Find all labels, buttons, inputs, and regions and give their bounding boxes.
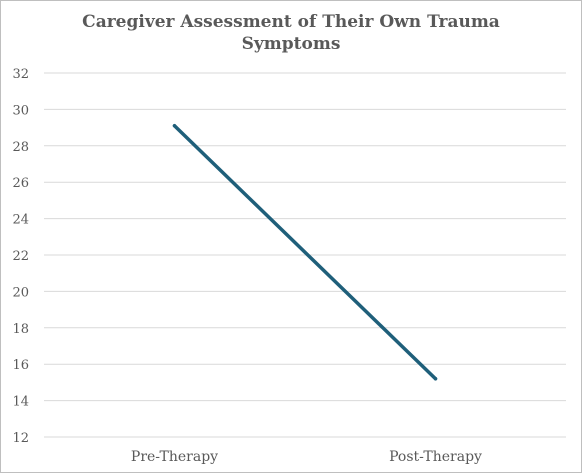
x-category-label-1: Post-Therapy [389, 449, 482, 465]
chart-title-line-1: Caregiver Assessment of Their Own Trauma [82, 12, 500, 32]
y-tick-label-28: 28 [12, 140, 29, 155]
chart-title: Caregiver Assessment of Their Own Trauma… [1, 11, 581, 55]
y-tick-label-14: 14 [12, 395, 29, 410]
y-tick-label-30: 30 [12, 103, 29, 118]
y-tick-label-20: 20 [12, 285, 29, 300]
x-category-label-0: Pre-Therapy [131, 449, 218, 465]
y-tick-label-26: 26 [12, 176, 29, 191]
y-tick-label-24: 24 [12, 213, 29, 228]
y-tick-label-22: 22 [12, 249, 29, 264]
data-point-0-1 [433, 377, 438, 381]
y-tick-label-16: 16 [12, 358, 29, 373]
series-line-0 [172, 124, 438, 381]
y-tick-label-18: 18 [12, 322, 29, 337]
chart-title-line-2: Symptoms [241, 34, 341, 54]
y-tick-label-32: 32 [12, 67, 29, 82]
y-tick-label-12: 12 [12, 431, 29, 446]
data-point-0-0 [172, 124, 177, 128]
